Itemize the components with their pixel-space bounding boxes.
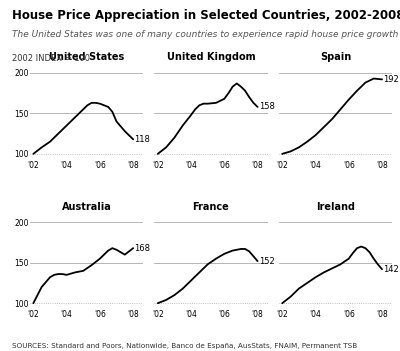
Title: Spain: Spain (320, 52, 351, 62)
Text: House Price Appreciation in Selected Countries, 2002-2008: House Price Appreciation in Selected Cou… (12, 9, 400, 22)
Text: 192: 192 (383, 75, 399, 84)
Text: 118: 118 (134, 135, 150, 144)
Text: SOURCES: Standard and Poors, Nationwide, Banco de España, AusStats, FNAIM, Perma: SOURCES: Standard and Poors, Nationwide,… (12, 343, 357, 349)
Title: United States: United States (49, 52, 124, 62)
Title: Ireland: Ireland (316, 202, 355, 212)
Title: United Kingdom: United Kingdom (167, 52, 255, 62)
Title: Australia: Australia (62, 202, 112, 212)
Text: 142: 142 (383, 265, 399, 274)
Text: 152: 152 (259, 257, 275, 266)
Text: 158: 158 (259, 102, 275, 111)
Title: France: France (193, 202, 229, 212)
Text: 2002 INDEX = 100: 2002 INDEX = 100 (12, 54, 90, 64)
Text: The United States was one of many countries to experience rapid house price grow: The United States was one of many countr… (12, 30, 398, 39)
Text: 168: 168 (134, 244, 150, 253)
